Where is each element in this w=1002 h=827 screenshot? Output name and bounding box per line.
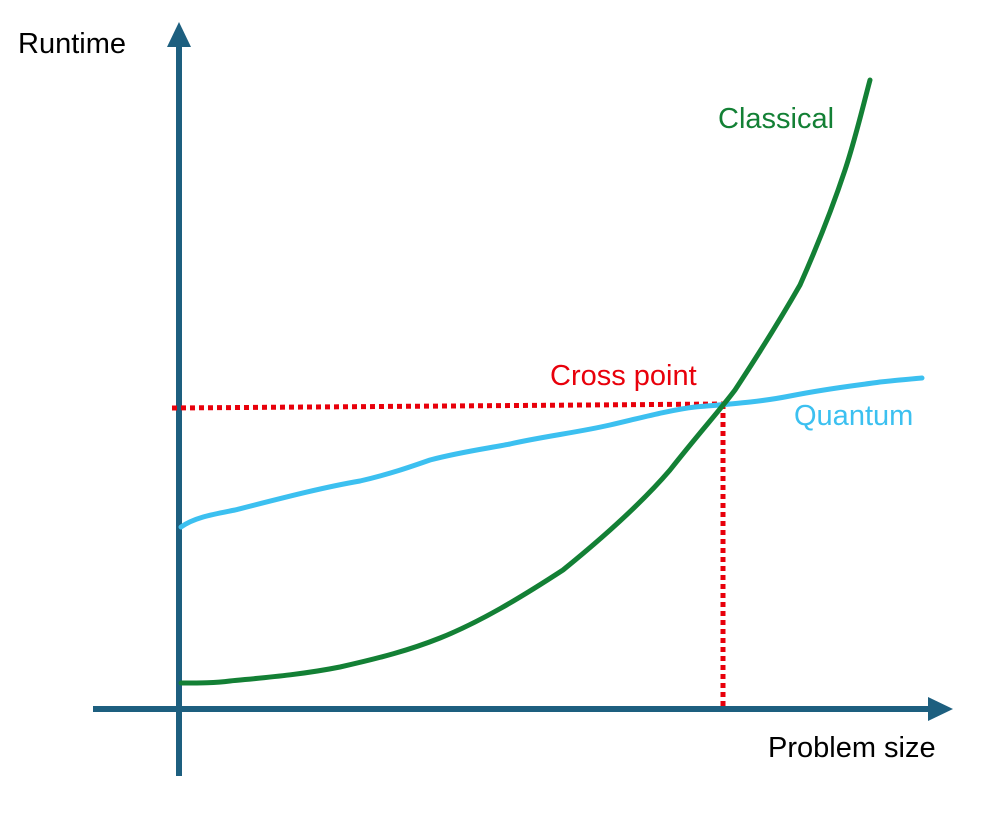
quantum-label: Quantum	[794, 400, 913, 432]
cross-point-horizontal-guide	[171, 401, 724, 411]
y-axis-label: Runtime	[18, 28, 126, 60]
classical-label: Classical	[718, 103, 834, 135]
y-axis-arrowhead	[167, 22, 191, 47]
quantum-curve	[178, 375, 925, 530]
cross-point-label: Cross point	[550, 360, 697, 392]
x-axis-arrowhead	[928, 697, 953, 721]
classical-curve	[178, 77, 873, 686]
x-axis-label: Problem size	[768, 732, 936, 764]
